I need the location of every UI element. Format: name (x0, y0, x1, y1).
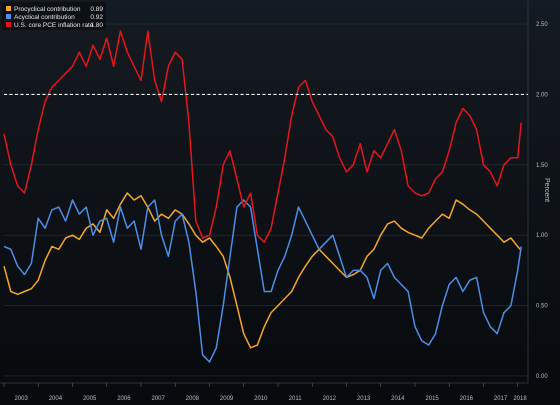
legend-swatch-procyclical (6, 6, 11, 11)
legend: Procyclical contribution 0.89 Acyclical … (2, 2, 106, 30)
y-tick-3: 1.50 (536, 163, 548, 169)
x-tick-3: 2006 (117, 396, 131, 402)
x-tick-10: 2013 (357, 396, 371, 402)
x-tick-13: 2016 (460, 396, 474, 402)
x-tick-15: 2018 (513, 396, 527, 402)
x-tick-9: 2012 (323, 396, 337, 402)
grid (0, 0, 529, 384)
x-tick-1: 2004 (49, 396, 63, 402)
y-tick-2: 1.00 (536, 233, 548, 239)
x-tick-6: 2009 (220, 396, 234, 402)
y-tick-5: 2.50 (536, 22, 548, 28)
x-tick-5: 2008 (186, 396, 200, 402)
x-tick-2: 2005 (83, 396, 97, 402)
legend-label-core-pce: U.S. core PCE inflation rate (14, 22, 94, 29)
series-line-2 (3, 30, 522, 243)
x-tick-4: 2007 (151, 396, 165, 402)
legend-swatch-acyclical (6, 14, 11, 19)
x-tick-0: 2003 (14, 396, 28, 402)
x-tick-7: 2010 (254, 396, 268, 402)
y-tick-4: 2.00 (536, 92, 548, 98)
legend-label-acyclical: Acyclical contribution (14, 14, 75, 21)
x-tick-12: 2015 (425, 396, 439, 402)
y-tick-0: 0.00 (536, 374, 548, 380)
legend-value-procyclical: 0.89 (90, 6, 103, 13)
x-tick-11: 2014 (391, 396, 405, 402)
series-layer (3, 30, 522, 363)
y-axis: 0.00 0.50 1.00 1.50 2.00 2.50 (536, 22, 548, 380)
legend-swatch-core-pce (6, 22, 11, 27)
legend-value-core-pce: 1.80 (90, 22, 103, 29)
legend-box (2, 2, 106, 30)
x-tick-14: 2017 (494, 396, 508, 402)
y-tick-1: 0.50 (536, 304, 548, 310)
series-line-1 (3, 199, 522, 363)
y-axis-label: Percent (543, 178, 550, 202)
x-axis: 2003 2004 2005 2006 2007 2008 2009 2010 2011 2012… (3, 383, 527, 402)
legend-value-acyclical: 0.92 (90, 14, 103, 21)
x-tick-8: 2011 (289, 396, 303, 402)
legend-label-procyclical: Procyclical contribution (14, 6, 81, 13)
